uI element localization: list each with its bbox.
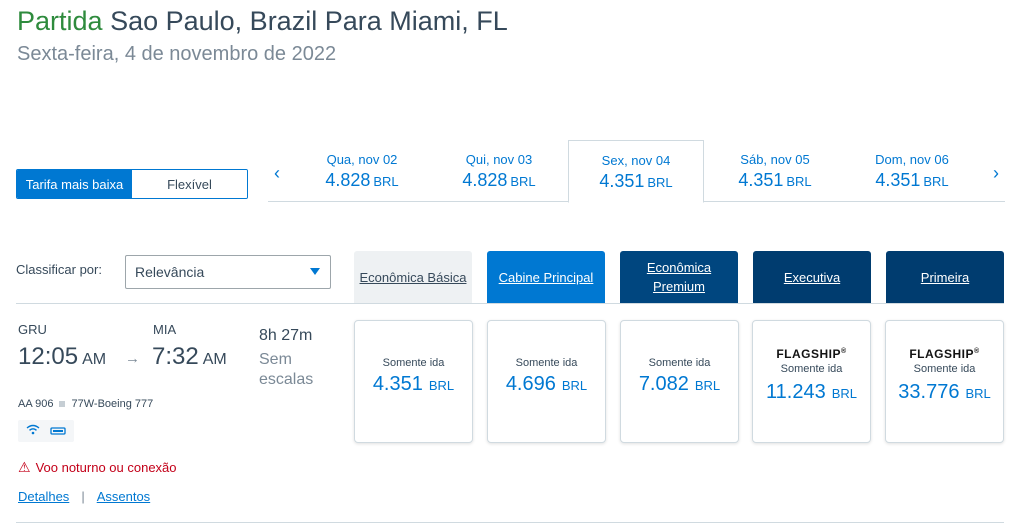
cabin-basic-economy[interactable]: Econômica Básica xyxy=(354,251,472,303)
fare-type-label: Somente ida xyxy=(382,357,445,369)
details-link[interactable]: Detalhes xyxy=(18,489,70,504)
flagship-brand-label: FLAGSHIP® xyxy=(776,347,847,361)
fare-card-main-cabin[interactable]: Somente ida 4.696 BRL xyxy=(487,320,606,443)
date-tab-nov-02[interactable]: Qua, nov 02 4.828 BRL xyxy=(294,140,430,202)
cabin-premium-economy[interactable]: Econômica Premium xyxy=(620,251,738,303)
overnight-warning: ⚠ Voo noturno ou conexão xyxy=(18,459,177,475)
amenities[interactable] xyxy=(18,420,74,442)
date-tab-label: Sáb, nov 05 xyxy=(740,152,810,167)
fare-price: 4.696 BRL xyxy=(505,373,588,395)
link-separator: | xyxy=(81,489,85,504)
fare-card-premium-economy[interactable]: Somente ida 7.082 BRL xyxy=(620,320,739,443)
fare-card-basic-economy[interactable]: Somente ida 4.351 BRL xyxy=(354,320,473,443)
sort-select[interactable]: Relevância xyxy=(125,255,331,289)
date-tab-nov-06[interactable]: Dom, nov 06 4.351 BRL xyxy=(844,140,980,202)
flight-number: AA 906 xyxy=(18,398,54,410)
origin-airport: GRU xyxy=(18,322,47,337)
warning-icon: ⚠ xyxy=(18,459,31,475)
date-tab-nov-05[interactable]: Sáb, nov 05 4.351 BRL xyxy=(707,140,843,202)
date-tab-nov-03[interactable]: Qui, nov 03 4.828 BRL xyxy=(431,140,567,202)
lowest-fare-button[interactable]: Tarifa mais baixa xyxy=(17,170,132,198)
fare-price: 33.776 BRL xyxy=(898,381,991,403)
separator-square xyxy=(59,400,66,407)
cabin-main[interactable]: Cabine Principal xyxy=(487,251,605,303)
departure-label: Partida xyxy=(17,6,103,36)
flagship-brand-label: FLAGSHIP® xyxy=(909,347,980,361)
chevron-down-icon xyxy=(310,268,320,275)
travel-date: Sexta-feira, 4 de novembro de 2022 xyxy=(17,43,337,65)
flexible-fare-button[interactable]: Flexível xyxy=(132,170,247,198)
page-title: Partida Sao Paulo, Brazil Para Miami, FL xyxy=(17,6,508,37)
departure-time: 12:05 AM xyxy=(18,343,107,370)
fare-card-business[interactable]: FLAGSHIP® Somente ida 11.243 BRL xyxy=(752,320,871,443)
fare-price: 11.243 BRL xyxy=(766,381,857,403)
date-carousel: ‹ Qua, nov 02 4.828 BRL Qui, nov 03 4.828… xyxy=(268,140,1005,203)
date-tab-price: 4.351 BRL xyxy=(599,171,673,191)
flight-stops: Sem escalas xyxy=(259,351,314,388)
cabin-first[interactable]: Primeira xyxy=(886,251,1004,303)
fare-type-label: Somente ida xyxy=(648,357,711,369)
fare-price: 7.082 BRL xyxy=(638,373,721,395)
seats-link[interactable]: Assentos xyxy=(96,489,151,504)
date-tab-label: Dom, nov 06 xyxy=(875,152,949,167)
chevron-left-icon[interactable]: ‹ xyxy=(274,163,280,183)
row-divider-bottom xyxy=(16,522,1004,523)
date-tab-nov-04[interactable]: Sex, nov 04 4.351 BRL xyxy=(568,140,704,203)
date-tab-label: Sex, nov 04 xyxy=(601,153,671,168)
fare-price: 4.351 BRL xyxy=(372,373,455,395)
route-label: Sao Paulo, Brazil Para Miami, FL xyxy=(110,6,508,36)
date-tab-label: Qui, nov 03 xyxy=(465,152,533,167)
fare-type-label: Somente ida xyxy=(515,357,578,369)
fare-type-label: Somente ida xyxy=(913,363,976,375)
sort-label: Classificar por: xyxy=(16,262,102,277)
date-tab-price: 4.828 BRL xyxy=(462,170,536,190)
cabin-business[interactable]: Executiva xyxy=(753,251,871,303)
fare-type-toggle: Tarifa mais baixa Flexível xyxy=(16,169,248,199)
chevron-right-icon[interactable]: › xyxy=(993,163,999,183)
date-tab-price: 4.351 BRL xyxy=(875,170,949,190)
flight-links: Detalhes | Assentos xyxy=(18,489,150,504)
date-tab-price: 4.828 BRL xyxy=(325,170,399,190)
fare-type-label: Somente ida xyxy=(780,363,843,375)
flight-duration: 8h 27m xyxy=(259,327,313,344)
arrow-right-icon: → xyxy=(125,350,140,367)
row-divider-top xyxy=(16,303,1004,304)
seat-power-icon xyxy=(50,424,66,438)
destination-airport: MIA xyxy=(153,322,177,337)
sort-selected-value: Relevância xyxy=(135,264,205,280)
arrival-time: 7:32 AM xyxy=(152,343,227,370)
date-tab-price: 4.351 BRL xyxy=(738,170,812,190)
fare-card-first[interactable]: FLAGSHIP® Somente ida 33.776 BRL xyxy=(885,320,1004,443)
date-tab-label: Qua, nov 02 xyxy=(326,152,398,167)
wifi-icon xyxy=(26,424,40,438)
aircraft-type: 77W-Boeing 777 xyxy=(71,398,154,410)
flight-info: AA 906 77W-Boeing 777 xyxy=(18,398,153,410)
